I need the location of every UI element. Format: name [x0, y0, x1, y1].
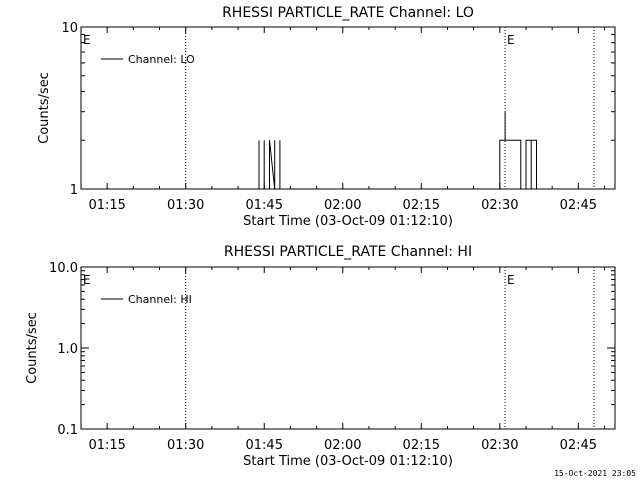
- chart-title: RHESSI PARTICLE_RATE Channel: LO: [222, 5, 474, 21]
- legend-label: Channel: HI: [128, 293, 192, 306]
- plot-frame: [80, 266, 616, 430]
- event-marker-label: E: [507, 33, 515, 47]
- x-tick-label: 02:15: [403, 198, 440, 213]
- x-tick-label: 01:45: [246, 198, 283, 213]
- plot-timestamp: 15-Oct-2021 23:05: [554, 469, 636, 478]
- x-tick-label: 01:30: [167, 198, 204, 213]
- legend-label: Channel: LO: [128, 53, 195, 66]
- series-line-0: [81, 111, 615, 190]
- x-tick-label: 02:00: [324, 438, 361, 453]
- chart-title: RHESSI PARTICLE_RATE Channel: HI: [224, 244, 472, 260]
- y-axis-label: Counts/sec: [37, 72, 52, 144]
- x-axis-label: Start Time (03-Oct-09 01:12:10): [243, 214, 453, 229]
- y-tick-label: 0.1: [57, 423, 78, 438]
- y-tick-label: 10.0: [49, 261, 78, 276]
- hi-channel-panel: RHESSI PARTICLE_RATE Channel: HI 01:15 01:…: [25, 244, 616, 469]
- x-tick-label: 02:30: [481, 198, 518, 213]
- x-tick-label: 02:15: [403, 438, 440, 453]
- x-tick-label: 01:15: [88, 198, 125, 213]
- x-tick-label: 01:15: [88, 438, 125, 453]
- y-tick-label: 1: [70, 183, 78, 198]
- lo-channel-panel: RHESSI PARTICLE_RATE Channel: LO 01:15 01:…: [37, 5, 616, 229]
- y-axis-label: Counts/sec: [25, 312, 40, 384]
- x-tick-label: 02:45: [560, 438, 597, 453]
- x-tick-label: 02:30: [481, 438, 518, 453]
- x-tick-label: 01:45: [246, 438, 283, 453]
- x-tick-label: 02:00: [324, 198, 361, 213]
- event-edge-label: E: [83, 273, 91, 287]
- x-tick-label: 02:45: [560, 198, 597, 213]
- y-tick-label: 10: [61, 21, 78, 36]
- event-edge-label: E: [83, 33, 91, 47]
- x-tick-label: 01:30: [167, 438, 204, 453]
- y-tick-label: 1.0: [57, 342, 78, 357]
- x-axis-label: Start Time (03-Oct-09 01:12:10): [243, 454, 453, 469]
- event-marker-label: E: [507, 273, 515, 287]
- plot-frame: [80, 26, 616, 190]
